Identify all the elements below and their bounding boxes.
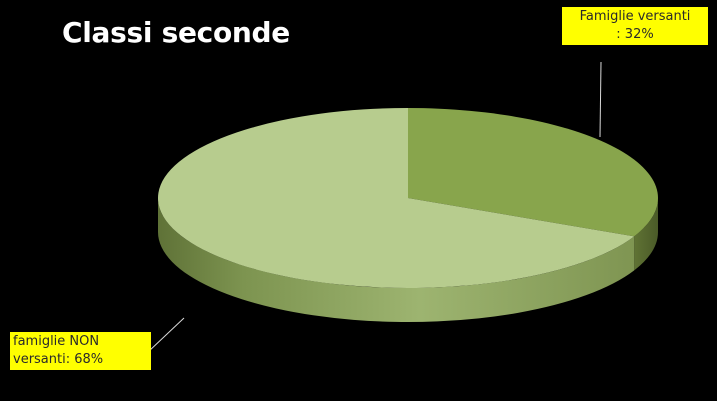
pie-group [158, 108, 658, 323]
data-label-non-versanti: famiglie NON versanti: 68% [10, 332, 151, 370]
chart-title: Classi seconde [62, 16, 290, 49]
data-label-versanti-line2: : 32% [616, 27, 654, 42]
pie-side-1 [634, 198, 658, 271]
leader-line-1 [599, 61, 602, 138]
leader-line-2 [147, 317, 185, 353]
pie-slice-1 [408, 108, 658, 237]
data-label-non-versanti-line1: famiglie NON [13, 334, 100, 349]
data-label-versanti-line1: Famiglie versanti [579, 9, 691, 24]
data-label-non-versanti-line2: versanti: 68% [13, 352, 104, 367]
data-label-versanti: Famiglie versanti : 32% [562, 7, 708, 45]
pie-slice-2 [158, 108, 635, 288]
pie-side-2 [158, 198, 635, 323]
